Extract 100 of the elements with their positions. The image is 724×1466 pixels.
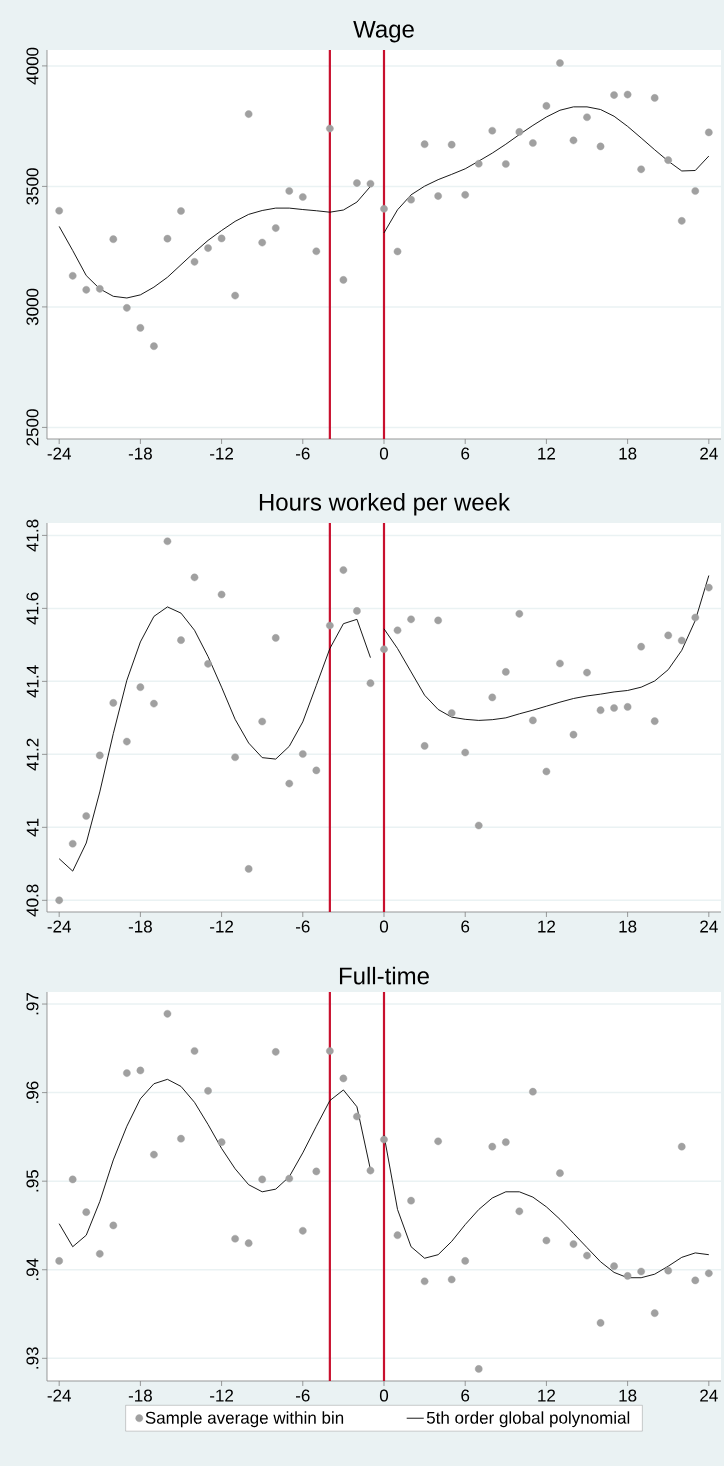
legend-label: 5th order global polynomial	[426, 1411, 630, 1428]
point	[596, 1319, 605, 1327]
x-tick-label: 0	[379, 1389, 389, 1402]
point	[542, 1236, 551, 1245]
point	[474, 1365, 483, 1373]
point	[705, 583, 713, 592]
point	[556, 59, 564, 67]
point	[529, 139, 537, 147]
point	[285, 779, 294, 788]
point	[596, 142, 605, 151]
x-tick-label: 12	[538, 447, 555, 460]
point	[312, 766, 321, 775]
point	[407, 615, 415, 624]
x-tick-label: 6	[461, 920, 470, 933]
point	[163, 234, 172, 243]
point	[82, 1208, 91, 1216]
point	[434, 192, 442, 200]
point	[366, 679, 375, 687]
point	[326, 1047, 334, 1055]
point	[150, 699, 158, 708]
point	[420, 742, 429, 750]
point	[650, 1309, 659, 1317]
point	[353, 1112, 361, 1121]
point	[285, 187, 294, 195]
point	[474, 159, 483, 168]
point	[691, 187, 700, 195]
x-tick-label: -24	[47, 920, 71, 933]
x-tick-label: 24	[700, 447, 718, 460]
y-tick-label: .95	[26, 1170, 39, 1192]
point	[55, 1257, 63, 1265]
x-tick-label: 12	[538, 1389, 555, 1402]
point	[610, 91, 618, 99]
x-tick-label: -18	[128, 447, 152, 460]
point	[393, 626, 402, 635]
x-tick-label: 18	[619, 447, 637, 460]
point	[366, 1166, 375, 1175]
point	[231, 291, 239, 300]
y-tick-label: 41.8	[26, 519, 39, 552]
point	[691, 1276, 700, 1285]
point	[610, 1262, 618, 1271]
point	[434, 616, 442, 625]
point	[380, 645, 388, 654]
point	[82, 812, 91, 820]
point	[420, 1277, 429, 1286]
point	[244, 110, 253, 118]
point	[217, 590, 226, 599]
point	[150, 342, 158, 350]
point	[434, 1137, 442, 1146]
x-tick-label: -24	[47, 1389, 71, 1402]
point	[68, 839, 77, 848]
point	[326, 124, 334, 133]
point	[298, 1226, 307, 1235]
point	[474, 821, 483, 830]
point	[177, 636, 185, 644]
y-tick-label: 3000	[26, 288, 39, 326]
line-series	[58, 606, 371, 872]
x-tick-label: -24	[47, 447, 71, 460]
point	[217, 1138, 226, 1147]
point	[705, 1269, 713, 1278]
point	[596, 706, 605, 714]
point	[393, 247, 402, 256]
point	[380, 205, 388, 213]
x-tick-label: -18	[128, 920, 152, 933]
point	[190, 1047, 199, 1055]
point	[258, 717, 266, 726]
point	[461, 191, 470, 199]
point	[623, 1272, 632, 1280]
line-series	[383, 575, 710, 721]
point	[529, 1087, 537, 1096]
point	[583, 113, 591, 122]
y-tick-label: 40.8	[26, 884, 39, 917]
point	[123, 304, 131, 312]
point	[556, 659, 564, 668]
point	[136, 324, 145, 332]
point	[298, 750, 307, 758]
point	[204, 244, 212, 252]
point	[515, 1207, 524, 1216]
point	[447, 709, 456, 717]
point	[231, 1234, 239, 1243]
point	[177, 207, 185, 215]
point	[204, 1087, 212, 1095]
point	[326, 621, 334, 630]
point	[515, 128, 524, 136]
chart-title: Hours worked per week	[259, 493, 511, 516]
point	[569, 730, 578, 739]
x-tick-label: -18	[128, 1389, 152, 1402]
x-tick-label: 6	[461, 1389, 470, 1402]
point	[109, 699, 118, 707]
y-tick-label: 4000	[26, 47, 39, 85]
point	[244, 1239, 253, 1247]
point	[271, 1048, 280, 1056]
point	[271, 224, 280, 232]
point	[190, 258, 199, 266]
point	[55, 206, 63, 215]
point	[515, 610, 524, 618]
point	[502, 1138, 510, 1147]
point	[217, 234, 226, 243]
point	[569, 136, 578, 145]
y-tick-label: .94	[26, 1258, 39, 1281]
point	[705, 128, 713, 137]
